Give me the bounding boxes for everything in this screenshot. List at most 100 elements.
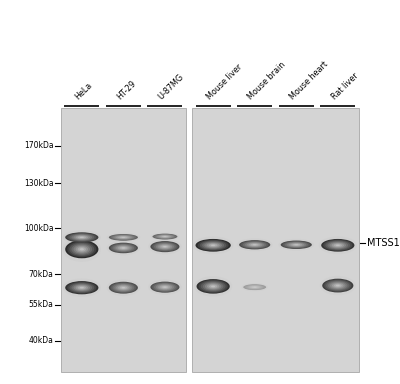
Ellipse shape (118, 285, 129, 290)
Ellipse shape (72, 283, 92, 292)
Ellipse shape (74, 285, 90, 291)
Ellipse shape (245, 242, 264, 248)
Ellipse shape (150, 241, 180, 252)
Ellipse shape (65, 281, 98, 294)
Ellipse shape (148, 280, 182, 295)
Ellipse shape (111, 283, 136, 293)
Ellipse shape (122, 287, 125, 288)
Ellipse shape (242, 283, 268, 291)
Ellipse shape (324, 280, 352, 291)
Ellipse shape (328, 241, 348, 249)
Ellipse shape (162, 236, 168, 237)
Ellipse shape (63, 230, 101, 244)
Text: 40kDa: 40kDa (29, 336, 54, 345)
Ellipse shape (69, 243, 94, 256)
Ellipse shape (198, 240, 228, 251)
Ellipse shape (278, 239, 314, 251)
Ellipse shape (74, 245, 90, 254)
Ellipse shape (201, 281, 226, 292)
Ellipse shape (200, 240, 226, 250)
Ellipse shape (326, 280, 350, 291)
Ellipse shape (241, 241, 268, 249)
Ellipse shape (199, 280, 228, 293)
Ellipse shape (152, 242, 178, 252)
Ellipse shape (160, 235, 170, 238)
Ellipse shape (246, 285, 263, 290)
Ellipse shape (69, 233, 94, 241)
Ellipse shape (118, 246, 129, 250)
Ellipse shape (283, 241, 310, 248)
Ellipse shape (80, 287, 84, 288)
Ellipse shape (253, 244, 257, 245)
Ellipse shape (245, 285, 265, 290)
Ellipse shape (336, 285, 340, 286)
Ellipse shape (148, 239, 182, 255)
Ellipse shape (196, 239, 231, 252)
Ellipse shape (156, 234, 174, 239)
Ellipse shape (163, 246, 167, 247)
Ellipse shape (112, 244, 134, 252)
Ellipse shape (319, 237, 357, 254)
Ellipse shape (248, 285, 262, 289)
Text: Rat liver: Rat liver (330, 72, 360, 102)
Ellipse shape (150, 281, 180, 293)
Ellipse shape (152, 282, 178, 292)
Ellipse shape (203, 282, 224, 291)
Text: 130kDa: 130kDa (24, 179, 54, 187)
Ellipse shape (159, 235, 171, 238)
Ellipse shape (252, 286, 258, 288)
Text: U-87MG: U-87MG (157, 73, 186, 102)
Ellipse shape (80, 237, 84, 238)
Ellipse shape (211, 245, 215, 246)
Ellipse shape (76, 246, 88, 253)
Ellipse shape (163, 286, 167, 288)
Ellipse shape (78, 247, 86, 252)
Ellipse shape (194, 276, 232, 296)
Ellipse shape (247, 242, 262, 247)
Ellipse shape (78, 286, 86, 290)
Text: 100kDa: 100kDa (24, 223, 54, 233)
Text: Mouse heart: Mouse heart (288, 60, 330, 102)
Ellipse shape (320, 276, 356, 295)
Ellipse shape (237, 238, 273, 251)
Ellipse shape (206, 243, 220, 248)
Ellipse shape (114, 284, 132, 291)
Ellipse shape (323, 240, 352, 251)
Bar (192, 108, 358, 372)
Ellipse shape (294, 244, 298, 245)
Ellipse shape (163, 236, 166, 237)
Ellipse shape (207, 284, 219, 289)
Ellipse shape (328, 281, 348, 290)
Ellipse shape (243, 284, 266, 290)
Text: HT-29: HT-29 (115, 79, 138, 102)
Ellipse shape (157, 235, 173, 238)
Ellipse shape (334, 284, 342, 287)
Ellipse shape (112, 283, 134, 292)
Ellipse shape (322, 279, 353, 293)
Ellipse shape (120, 247, 127, 249)
Ellipse shape (196, 279, 230, 294)
Ellipse shape (67, 242, 96, 257)
Ellipse shape (116, 285, 131, 291)
Ellipse shape (204, 242, 222, 248)
Ellipse shape (154, 283, 176, 291)
Text: 70kDa: 70kDa (29, 270, 54, 279)
Ellipse shape (161, 245, 168, 248)
Ellipse shape (334, 244, 342, 247)
Ellipse shape (63, 237, 101, 262)
Ellipse shape (239, 240, 270, 249)
Ellipse shape (321, 239, 354, 252)
Ellipse shape (76, 235, 88, 239)
Ellipse shape (336, 245, 340, 246)
Ellipse shape (76, 285, 88, 290)
Ellipse shape (158, 244, 172, 249)
Ellipse shape (112, 235, 134, 240)
Ellipse shape (152, 233, 177, 240)
Ellipse shape (120, 286, 127, 289)
Ellipse shape (281, 240, 312, 249)
Ellipse shape (65, 240, 98, 258)
Ellipse shape (158, 285, 172, 290)
Text: 55kDa: 55kDa (29, 300, 54, 310)
Ellipse shape (325, 240, 350, 250)
Ellipse shape (211, 285, 215, 287)
